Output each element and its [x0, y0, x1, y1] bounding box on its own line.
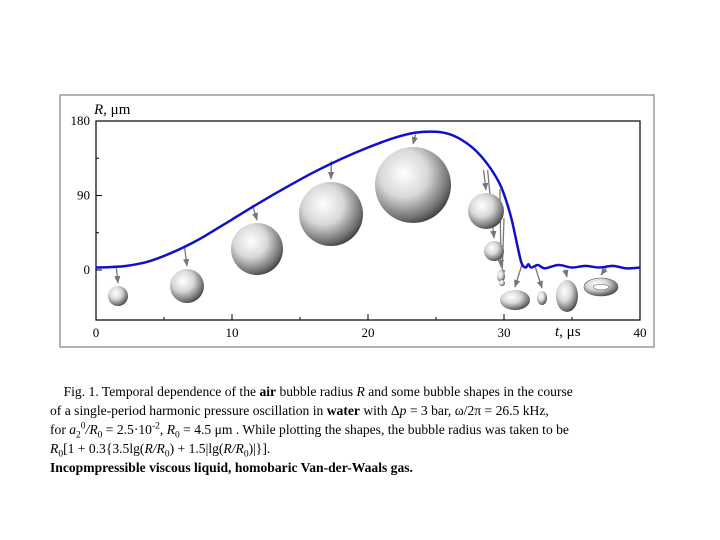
caption-line-5: Incopmpressible viscous liquid, homobari… [50, 460, 413, 475]
bubble-shape [497, 270, 505, 282]
bubble-arrow [183, 245, 190, 267]
x-tick-label: 40 [634, 325, 647, 340]
bubble-shapes [108, 147, 619, 312]
bubble-shape [484, 241, 504, 261]
x-axis-label: t, μs [555, 324, 581, 340]
x-tick-label: 0 [93, 325, 100, 340]
bubble-arrow [411, 134, 418, 145]
bubble-arrow [600, 267, 608, 276]
y-tick-label: 0 [84, 262, 91, 277]
y-tick-label: 90 [77, 188, 90, 203]
bubble-arrow [514, 265, 523, 288]
caption-line-3: for a20/R0 = 2.5·10-2, R0 = 4.5 μm . Whi… [50, 421, 569, 441]
bubble-arrow [482, 170, 489, 191]
bubble-arrow [534, 266, 543, 289]
axis-ticks: 0 10 20 30 40 0 90 180 [71, 113, 647, 340]
figure-chart: R, μm t, μs 0 10 20 30 40 0 90 180 [59, 94, 655, 348]
caption-line-1: Fig. 1. Temporal dependence of the air b… [63, 384, 573, 399]
bubble-shape [299, 182, 363, 246]
bubble-shape [375, 147, 451, 223]
bubble-shape [556, 280, 578, 312]
bubble-shape [500, 290, 530, 310]
bubble-shape [231, 223, 283, 275]
bubble-shape [537, 291, 547, 305]
figure-caption: Fig. 1. Temporal dependence of the air b… [50, 382, 690, 477]
x-tick-label: 20 [362, 325, 375, 340]
bubble-shape [108, 286, 128, 306]
bubble-shape [499, 280, 505, 286]
radius-curve [95, 130, 641, 270]
bubble-shape [468, 193, 504, 229]
bubble-arrow [562, 269, 569, 278]
x-tick-label: 30 [498, 325, 511, 340]
caption-line-4: R0[1 + 0.3{3.5lg(R/R0) + 1.5|lg(R/R0)|}]… [50, 441, 271, 460]
bubble-arrow [114, 268, 121, 284]
bubble-shape-hole [593, 283, 609, 290]
bubble-shape [170, 269, 204, 303]
caption-line-2: of a single-period harmonic pressure osc… [50, 403, 549, 418]
y-axis-label: R, μm [93, 102, 131, 118]
y-tick-label: 180 [71, 113, 91, 128]
x-tick-label: 10 [226, 325, 239, 340]
